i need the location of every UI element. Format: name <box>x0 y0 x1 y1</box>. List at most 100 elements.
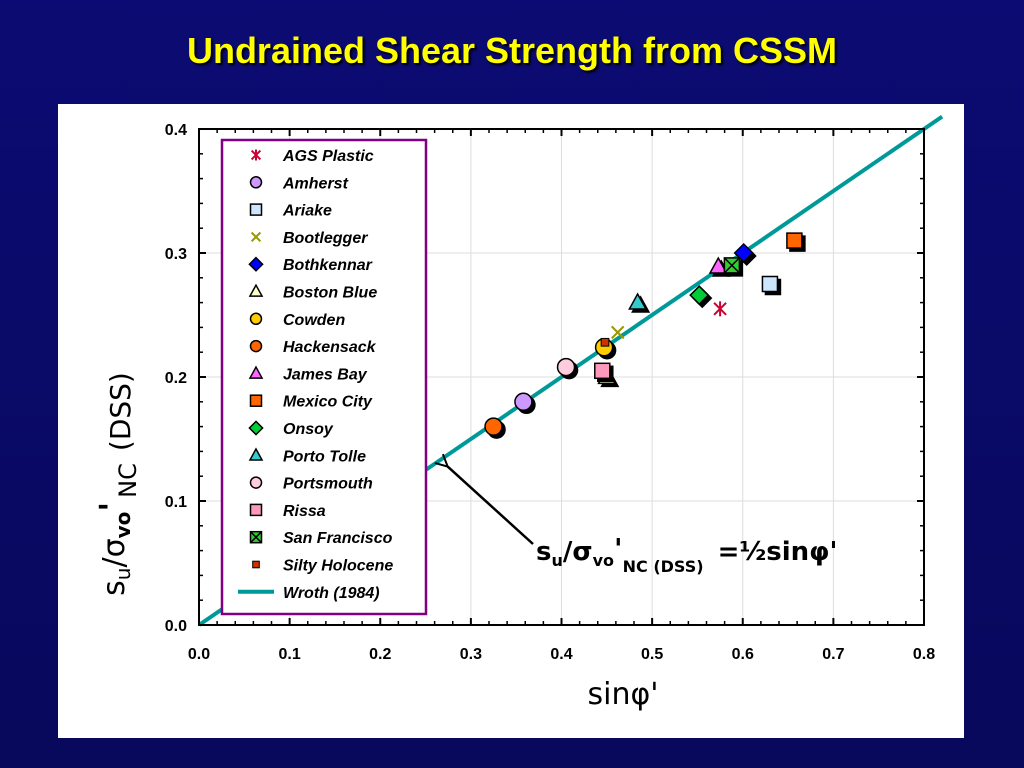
legend-marker-shape <box>249 203 263 216</box>
point-onsoy-shape <box>689 285 710 306</box>
eq-slash-sigma: /σ <box>563 537 593 567</box>
y-title-nc: NC <box>114 463 142 498</box>
legend-label: Porto Tolle <box>283 448 366 465</box>
point-amherst <box>514 392 536 415</box>
chart-panel: 0.0 0.1 0.2 0.3 0.4 0.5 0.6 0.7 0.8 0.0 0.1 0.2 0.3 0… <box>58 104 964 738</box>
point-silty-holocene <box>600 337 610 347</box>
y-axis-title: su/σvo' NC (DSS) <box>92 372 142 596</box>
point-porto-tolle-shape <box>628 292 648 310</box>
eq-sub-u: u <box>551 551 562 570</box>
x-tick-label: 0.2 <box>369 646 391 663</box>
legend-marker <box>248 447 264 461</box>
legend-label: Ariake <box>282 203 332 220</box>
legend-label: Mexico City <box>283 394 373 411</box>
point-portsmouth-shape <box>556 357 576 377</box>
legend-item-james-bay: James Bay <box>248 365 368 383</box>
legend-marker <box>249 339 263 353</box>
legend-label: Portsmouth <box>283 476 373 493</box>
legend-item-hackensack: Hackensack <box>249 339 377 356</box>
point-san-francisco <box>723 257 744 277</box>
point-rissa <box>594 362 614 383</box>
legend-label: Silty Holocene <box>283 558 393 575</box>
point-ags-plastic <box>713 301 727 317</box>
legend-marker <box>252 560 260 569</box>
legend-label: Hackensack <box>283 339 377 356</box>
eq-s: s <box>536 537 551 567</box>
legend-item-san-francisco: San Francisco <box>249 530 393 547</box>
x-tick-label: 0.5 <box>641 646 663 663</box>
legend-label: Bothkennar <box>283 257 373 274</box>
annotation-arrow <box>448 467 534 545</box>
point-porto-tolle <box>628 292 651 313</box>
legend-marker <box>248 420 264 436</box>
legend-marker <box>249 203 263 216</box>
point-mexico-city <box>786 232 806 252</box>
legend-item-onsoy: Onsoy <box>248 420 334 438</box>
legend-marker-shape <box>248 283 264 297</box>
legend-marker-shape <box>249 476 263 489</box>
point-portsmouth <box>556 357 579 380</box>
point-silty-holocene-shape <box>600 337 610 347</box>
legend-marker <box>248 283 264 297</box>
y-tick-label: 0.0 <box>165 618 187 635</box>
legend-marker-shape <box>249 531 263 544</box>
y-title-dss: (DSS) <box>104 372 137 451</box>
point-bootlegger-shape <box>610 325 625 340</box>
x-tick-label: 0.6 <box>732 646 754 663</box>
legend-item-ariake: Ariake <box>249 203 332 220</box>
legend-marker-shape <box>248 447 264 461</box>
legend-marker-shape <box>248 365 264 379</box>
x-tick-label: 0.8 <box>913 646 935 663</box>
legend-marker <box>250 231 262 243</box>
legend-item-bootlegger: Bootlegger <box>250 230 368 247</box>
legend-label: AGS Plastic <box>282 148 374 165</box>
x-tick-label: 0.1 <box>279 646 301 663</box>
legend-label: James Bay <box>283 366 368 383</box>
legend-label: Onsoy <box>283 421 334 438</box>
legend-item-portsmouth: Portsmouth <box>249 476 373 493</box>
legend-marker-shape <box>250 231 262 243</box>
y-title-sub-vo: vo <box>111 512 135 539</box>
legend-label: Rissa <box>283 503 326 520</box>
y-tick-label: 0.2 <box>165 370 187 387</box>
x-axis-title: sinφ' <box>587 677 658 712</box>
point-ariake-shape <box>761 275 779 293</box>
eq-prime: ' <box>614 532 623 565</box>
x-tick-label: 0.3 <box>460 646 482 663</box>
legend-item-bothkennar: Bothkennar <box>248 256 373 274</box>
legend-marker <box>249 503 263 517</box>
legend-marker <box>248 365 264 379</box>
point-james-bay-shape <box>708 256 728 274</box>
x-tick-label: 0.7 <box>822 646 844 663</box>
eq-sub-vo: vo <box>593 551 614 570</box>
y-title-prime: ' <box>92 502 130 512</box>
legend-item-mexico-city: Mexico City <box>249 394 373 411</box>
x-tick-label: 0.4 <box>550 646 572 663</box>
legend-item-rissa: Rissa <box>249 503 326 520</box>
legend-item-amherst: Amherst <box>249 175 349 192</box>
legend-label: Wroth (1984) <box>283 585 380 602</box>
point-rissa-shape <box>594 362 611 380</box>
legend-marker-shape <box>249 503 263 517</box>
eq-equals: =½sinφ' <box>718 537 838 567</box>
legend-item-porto-tolle: Porto Tolle <box>248 447 366 465</box>
legend-marker <box>249 476 263 489</box>
point-san-francisco-shape <box>723 257 740 274</box>
slide-title: Undrained Shear Strength from CSSM <box>186 30 838 71</box>
y-title-sub-u: u <box>111 568 135 581</box>
point-mexico-city-shape <box>786 232 803 249</box>
axis-ticks: 0.0 0.1 0.2 0.3 0.4 0.5 0.6 0.7 0.8 0.0 0.1 0.2 0.3 0… <box>165 122 935 663</box>
legend-marker-shape <box>248 420 264 436</box>
y-tick-label: 0.3 <box>165 246 187 263</box>
y-tick-label: 0.1 <box>165 494 187 511</box>
legend-marker <box>249 176 263 189</box>
legend-marker-shape <box>249 312 263 326</box>
legend-label: Amherst <box>282 175 349 192</box>
legend-marker-shape <box>249 394 263 407</box>
legend-marker <box>249 530 263 544</box>
legend-marker <box>248 256 264 272</box>
legend-item-wroth-1984-: Wroth (1984) <box>238 585 380 602</box>
eq-sub-nc: NC (DSS) <box>623 557 704 576</box>
scatter-chart: 0.0 0.1 0.2 0.3 0.4 0.5 0.6 0.7 0.8 0.0 0.1 0.2 0.3 0… <box>92 114 944 712</box>
y-title-s: s <box>97 580 132 596</box>
